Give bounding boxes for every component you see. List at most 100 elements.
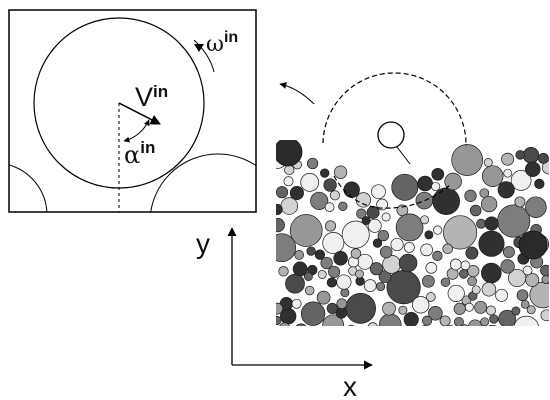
grain — [476, 218, 487, 229]
projectile-tail — [396, 146, 411, 165]
grain — [478, 230, 505, 257]
grain — [300, 173, 320, 192]
grain — [460, 260, 471, 271]
grain — [428, 306, 443, 321]
y-axis-label: y — [196, 228, 210, 259]
grain — [415, 191, 434, 210]
grain — [534, 178, 545, 190]
grain — [453, 316, 464, 326]
grain — [537, 152, 549, 164]
grain — [541, 160, 549, 175]
grain — [525, 161, 541, 177]
grain — [403, 325, 408, 326]
grain — [320, 168, 330, 178]
grain — [526, 305, 536, 315]
grain — [417, 175, 433, 192]
grain — [283, 176, 294, 187]
grain — [363, 279, 377, 292]
grain — [314, 249, 326, 260]
grain — [451, 144, 484, 176]
grain — [465, 246, 479, 260]
grain — [356, 208, 367, 219]
velocity-label: Vin — [135, 82, 168, 112]
grain — [377, 229, 389, 242]
grain — [443, 215, 478, 250]
grain — [320, 256, 333, 270]
grain — [329, 190, 340, 201]
grain — [468, 319, 482, 326]
grain — [361, 216, 371, 226]
grain — [328, 265, 341, 278]
grain — [502, 246, 515, 259]
impact-trajectory-dashed — [322, 72, 467, 147]
grain — [343, 181, 360, 198]
grain — [347, 324, 355, 326]
grain — [424, 230, 434, 240]
grain — [395, 213, 424, 242]
projectile-circle — [377, 121, 405, 149]
grain — [350, 248, 362, 259]
grain — [376, 198, 388, 211]
grain — [381, 212, 391, 222]
grain — [306, 246, 316, 256]
grain — [510, 170, 532, 191]
grain — [422, 274, 435, 288]
grain — [480, 195, 498, 213]
grain — [390, 237, 404, 252]
grain — [326, 302, 338, 314]
grain — [480, 317, 490, 326]
grain — [323, 178, 337, 192]
grain — [333, 251, 348, 266]
grain — [316, 290, 331, 305]
grain — [420, 243, 433, 257]
grain — [459, 269, 469, 279]
grain — [403, 241, 415, 253]
grain — [425, 262, 438, 274]
grain — [520, 299, 530, 309]
grain — [425, 292, 436, 302]
spin-arc — [193, 39, 215, 73]
grain — [391, 173, 419, 201]
grain — [324, 220, 337, 232]
grain — [284, 332, 293, 341]
grain — [276, 315, 282, 326]
grain — [371, 184, 386, 200]
grain — [324, 202, 335, 212]
grain — [276, 302, 284, 315]
grain — [483, 158, 493, 167]
grain — [376, 281, 386, 292]
magnified-inset: Vin αin ωin — [8, 9, 257, 213]
grain — [481, 282, 497, 297]
grain — [310, 326, 326, 342]
grain — [514, 196, 526, 208]
grain — [326, 277, 337, 288]
grain — [474, 300, 488, 314]
grain — [422, 315, 433, 326]
grain — [433, 225, 443, 235]
grain — [398, 305, 408, 315]
grain — [367, 322, 378, 326]
grain — [431, 167, 445, 181]
grain — [280, 197, 299, 215]
grain — [322, 232, 345, 254]
grain — [515, 150, 525, 160]
grain — [511, 306, 521, 316]
grain — [412, 296, 430, 314]
grain — [447, 284, 465, 302]
grain — [382, 301, 396, 316]
grain — [442, 243, 453, 255]
grain — [432, 187, 460, 215]
zoom-arrow — [279, 81, 315, 105]
grain — [497, 181, 515, 199]
grain — [481, 165, 504, 187]
spin-label: ωin — [206, 29, 238, 57]
grain — [372, 238, 383, 248]
grain — [453, 302, 466, 315]
grain — [367, 218, 382, 233]
grain — [469, 204, 482, 217]
grain — [420, 215, 430, 225]
grain — [501, 152, 515, 166]
grain — [338, 201, 348, 211]
crater-dashed-outline — [333, 175, 451, 209]
